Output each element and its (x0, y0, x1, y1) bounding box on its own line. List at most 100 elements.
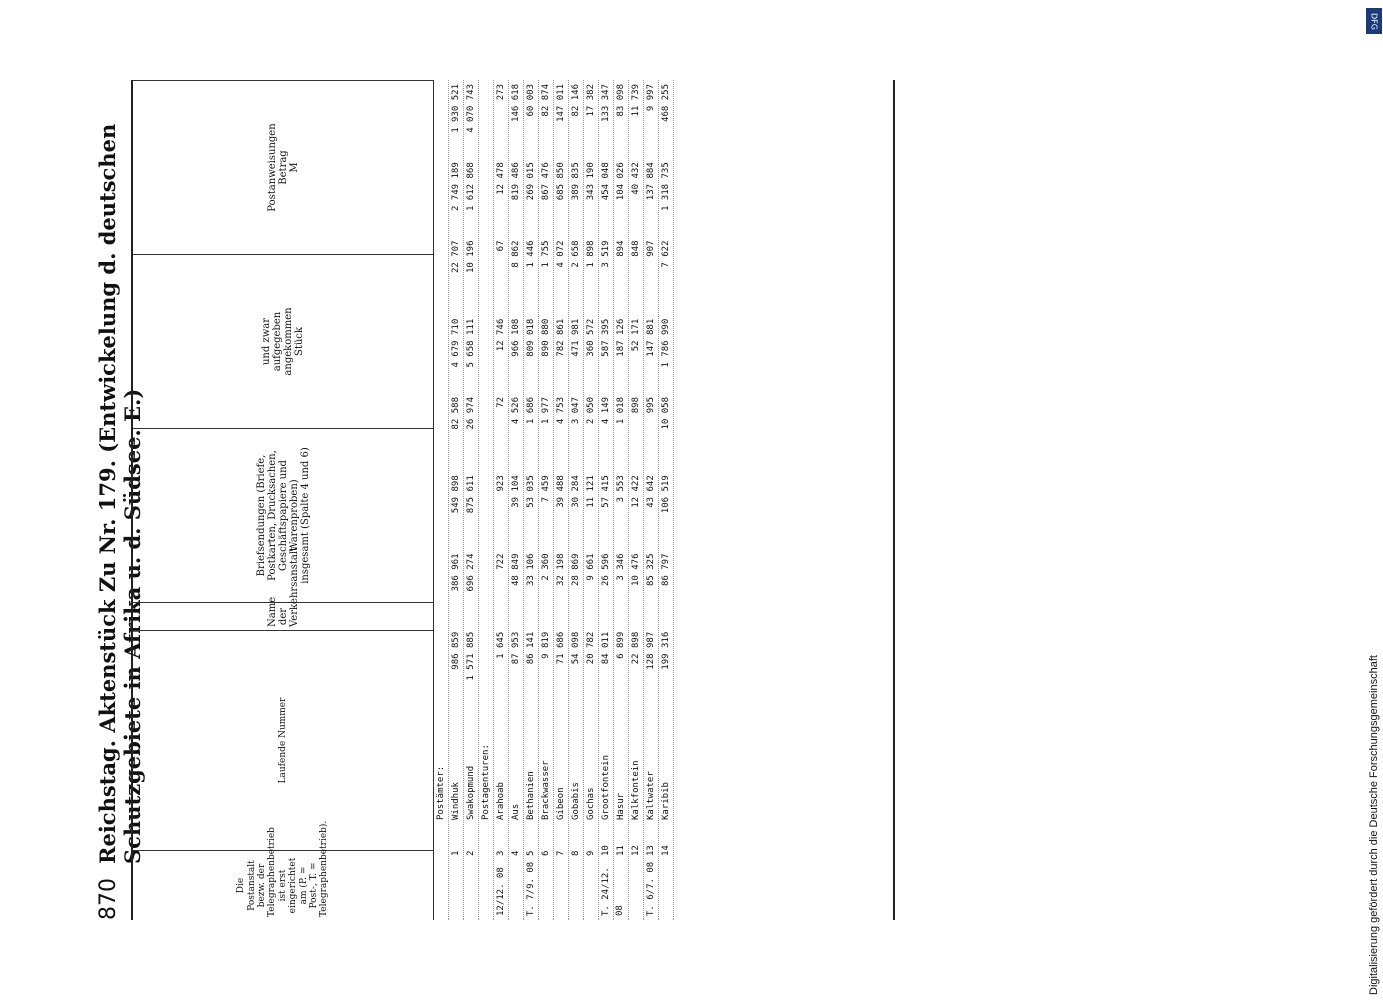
row-value: 147 881 (646, 318, 656, 357)
row-name: Windhuk (451, 782, 461, 820)
row-number (434, 820, 448, 856)
row-date (479, 856, 493, 916)
row-value: 10 196 (466, 240, 476, 274)
row-name: Postagenturen: (481, 744, 491, 820)
row-value: 20 782 (586, 631, 596, 665)
row-value: 549 898 (451, 475, 461, 514)
header-date: Die Postanstalt bezw. der Telegraphenbet… (133, 821, 433, 920)
row-value (479, 84, 493, 162)
table-header: Die Postanstalt bezw. der Telegraphenbet… (133, 80, 434, 920)
row-value: 1 446 (526, 240, 536, 268)
row-value: 137 884 (646, 162, 656, 201)
table-row: 6 Brackwasser 9 819 2 360 7 459 1 977 890 880 1… (539, 80, 554, 920)
row-value: 5 658 111 (466, 318, 476, 368)
row-value: 22 707 (451, 240, 461, 274)
row-name: Karibib (661, 782, 671, 820)
row-value: 894 (616, 240, 626, 257)
row-name: Gobabis (571, 782, 581, 820)
row-value: 1 686 (526, 397, 536, 425)
row-value: 4 526 (511, 397, 521, 425)
row-value: 848 (631, 240, 641, 257)
table-row: T. 24/12. 08 10 Grootfontein 84 011 26 596 57… (599, 80, 625, 920)
row-value: 1 571 885 (466, 631, 476, 681)
row-value: 146 618 (511, 84, 521, 122)
page-number: 870 (96, 878, 121, 920)
row-value: 86 797 (661, 553, 671, 587)
row-date (434, 856, 448, 916)
table-row: 12/12. 08 3 Arahoab 1 645 722 923 72 12 746 67 12… (494, 80, 509, 920)
row-value: 11 121 (586, 475, 596, 508)
row-name: Brackwasser (541, 760, 551, 820)
row-value: 782 861 (556, 318, 566, 357)
row-number (479, 820, 493, 856)
row-name: Arahoab (496, 782, 506, 820)
row-value: 8 862 (511, 240, 521, 268)
row-value: 12 422 (631, 475, 641, 508)
row-value: 1 612 868 (466, 162, 476, 212)
row-value (479, 241, 493, 319)
row-value: 104 026 (616, 162, 626, 201)
row-date (614, 856, 628, 916)
row-date (539, 856, 553, 916)
row-name: Gibeon (556, 787, 566, 820)
row-value: 11 739 (631, 84, 641, 117)
row-value: 87 953 (511, 631, 521, 665)
row-value: 9 997 (646, 84, 656, 112)
row-value: 995 (646, 397, 656, 414)
row-value: 898 (631, 397, 641, 414)
row-date (629, 856, 643, 916)
table-row: 11 Hasur 6 899 3 346 3 553 1 018 187 126 894 104… (614, 80, 629, 920)
table-row: T. 7/9. 08 5 Bethanien 86 141 33 106 53 035 1 … (524, 80, 539, 920)
row-value: 4 072 (556, 240, 566, 268)
row-name: Gochas (586, 787, 596, 820)
header-postanweisungen: Postanweisungen Betrag M (133, 80, 433, 254)
page-header: 870 Reichstag. Aktenstück Zu Nr. 179. (E… (95, 80, 145, 920)
row-number: 12 (631, 845, 641, 856)
row-value (479, 397, 493, 475)
row-value: 33 106 (526, 553, 536, 587)
row-value: 82 874 (541, 84, 551, 117)
row-value (434, 162, 448, 240)
table-row: 1 Windhuk 986 859 386 961 549 898 82 588 4 679… (449, 80, 464, 920)
row-value: 867 476 (541, 162, 551, 201)
row-value (434, 475, 448, 553)
row-number: 14 (661, 845, 671, 856)
row-value: 923 (496, 475, 506, 492)
row-value: 273 (496, 84, 506, 101)
row-value: 82 588 (451, 397, 461, 430)
row-value: 30 284 (571, 475, 581, 508)
row-value: 6 899 (616, 631, 626, 659)
row-value: 4 070 743 (466, 84, 476, 133)
und-zwar-label: und zwar (261, 317, 272, 366)
aufgegeben-label: aufgegeben (272, 311, 283, 372)
row-value: 54 098 (571, 631, 581, 665)
row-value: 26 974 (466, 397, 476, 430)
insgesamt-label: insgesamt (Spalte 4 und 6) (299, 447, 311, 584)
row-value: 343 190 (586, 162, 596, 201)
row-date (659, 856, 673, 916)
table-row: 14 Karibib 199 316 86 797 106 519 10 058 1 786… (659, 80, 674, 920)
row-value: 12 478 (496, 162, 506, 195)
table-row: 2 Swakopmund 1 571 885 696 274 875 611 26 974… (464, 80, 479, 920)
row-value (434, 319, 448, 397)
row-date: T. 6/7. 08 (646, 861, 656, 916)
row-value: 10 058 (661, 397, 671, 430)
row-date (569, 856, 583, 916)
row-date (509, 856, 523, 916)
row-value: 40 432 (631, 162, 641, 195)
row-value: 1 930 521 (451, 84, 461, 133)
row-value: 12 746 (496, 318, 506, 352)
row-value: 685 850 (556, 162, 566, 201)
angekommen-label: angekommen (283, 307, 294, 376)
row-number: 11 (616, 845, 626, 856)
row-value: 360 572 (586, 318, 596, 357)
row-value: 3 047 (571, 397, 581, 425)
row-value: 471 981 (571, 318, 581, 357)
row-name: Kalkfontein (631, 760, 641, 820)
mark-label: M (288, 162, 300, 173)
row-value: 2 360 (541, 553, 551, 581)
stueck-label: Stück (294, 327, 305, 356)
row-value: 2 050 (586, 397, 596, 425)
row-value (479, 319, 493, 397)
row-value: 1 645 (496, 631, 506, 659)
